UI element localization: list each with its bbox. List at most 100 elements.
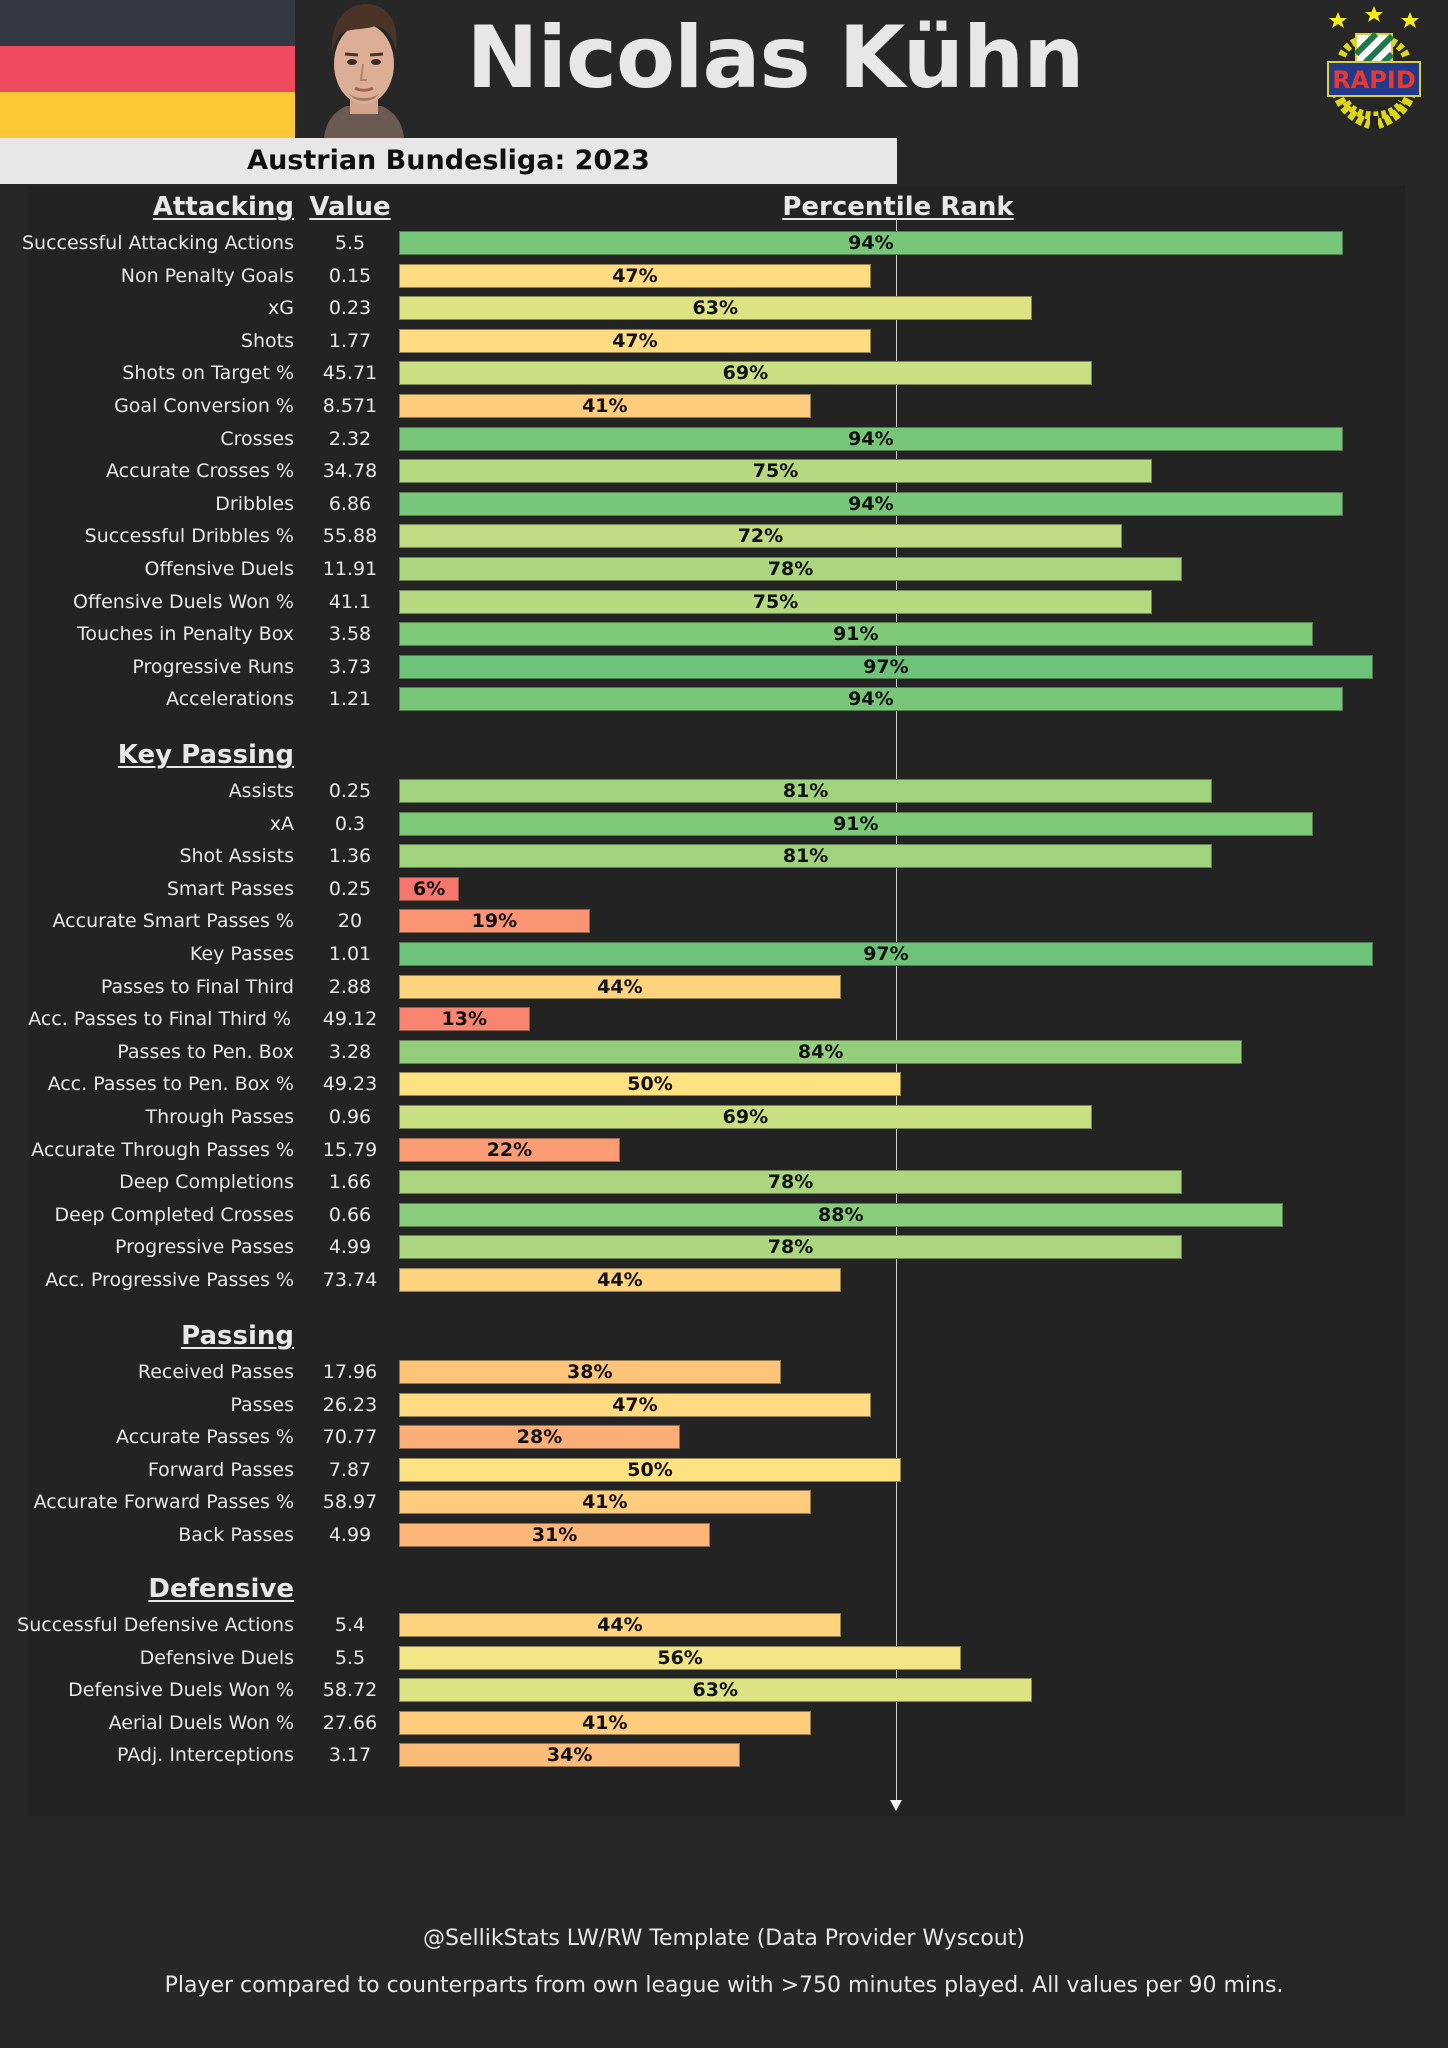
metric-value: 1.77 xyxy=(328,330,372,352)
metric-label: Defensive Duels Won % xyxy=(68,1679,294,1701)
percentile-label: 50% xyxy=(627,1073,673,1095)
metric-label: Goal Conversion % xyxy=(114,395,294,417)
metric-value: 1.36 xyxy=(328,845,372,867)
metric-value: 8.571 xyxy=(322,395,378,417)
percentile-label: 94% xyxy=(848,688,894,710)
metric-value: 2.32 xyxy=(328,428,372,450)
metric-value: 3.58 xyxy=(328,623,372,645)
percentile-label: 13% xyxy=(441,1008,487,1030)
percentile-label: 94% xyxy=(848,232,894,254)
percentile-label: 28% xyxy=(516,1426,563,1448)
percentile-bar xyxy=(399,1138,620,1162)
percentile-bar xyxy=(399,1072,901,1096)
metric-value: 3.28 xyxy=(328,1041,372,1063)
percentile-label: 84% xyxy=(797,1041,844,1063)
percentile-bar xyxy=(399,1105,1092,1129)
section-header-defensive: Defensive xyxy=(148,1574,294,1604)
percentile-label: 78% xyxy=(767,1236,814,1258)
percentile-bar xyxy=(399,1235,1183,1259)
percentile-bar xyxy=(399,687,1343,711)
metric-value: 49.23 xyxy=(322,1073,378,1095)
percentile-bar xyxy=(399,812,1313,836)
percentile-bar xyxy=(399,1360,781,1384)
metric-value: 45.71 xyxy=(322,362,378,384)
percentile-label: 44% xyxy=(597,976,643,998)
metric-label: Crosses xyxy=(220,428,294,450)
metric-label: Passes to Final Third xyxy=(100,976,294,998)
percentile-bar xyxy=(399,1711,811,1735)
percentile-bar xyxy=(399,264,871,288)
percentile-label: 41% xyxy=(582,1712,628,1734)
metric-value: 0.15 xyxy=(328,265,372,287)
metric-label: Progressive Runs xyxy=(132,656,294,678)
metric-label: Successful Attacking Actions xyxy=(21,232,294,254)
metric-label: Offensive Duels xyxy=(144,558,294,580)
metric-label: Accurate Crosses % xyxy=(106,460,294,482)
plot-area xyxy=(28,186,1405,1816)
percentile-bar xyxy=(399,1613,841,1637)
percentile-label: 97% xyxy=(863,943,909,965)
percentile-bar xyxy=(399,1170,1183,1194)
metric-label: Shot Assists xyxy=(179,845,294,867)
metric-value: 58.72 xyxy=(322,1679,378,1701)
metric-label: Non Penalty Goals xyxy=(120,265,294,287)
percentile-bar xyxy=(399,590,1152,614)
percentile-label: 47% xyxy=(612,265,658,287)
metric-value: 1.21 xyxy=(328,688,372,710)
metric-value: 41.1 xyxy=(328,591,372,613)
percentile-label: 63% xyxy=(692,297,738,319)
percentile-label: 34% xyxy=(546,1744,593,1766)
metric-label: Aerial Duels Won % xyxy=(108,1712,294,1734)
percentile-label: 81% xyxy=(782,780,829,802)
metric-value: 15.79 xyxy=(322,1139,378,1161)
percentile-bar xyxy=(399,779,1213,803)
percentile-bar xyxy=(399,231,1343,255)
germany-flag-icon xyxy=(0,0,295,138)
percentile-bar xyxy=(399,1523,711,1547)
metric-label: Offensive Duels Won % xyxy=(73,591,294,613)
metric-label: Acc. Progressive Passes % xyxy=(45,1269,294,1291)
flag-stripe-black xyxy=(0,0,295,46)
percentile-bar xyxy=(399,557,1183,581)
club-logo-text: RAPID xyxy=(1332,66,1416,94)
percentile-label: 94% xyxy=(848,493,894,515)
metric-label: Forward Passes xyxy=(147,1459,294,1481)
metric-label: Passes to Pen. Box xyxy=(117,1041,294,1063)
percentile-label: 97% xyxy=(863,656,909,678)
percentile-bar xyxy=(399,492,1343,516)
metric-label: PAdj. Interceptions xyxy=(117,1744,294,1766)
percentile-bar xyxy=(399,942,1373,966)
metric-label: xG xyxy=(268,297,294,319)
metric-label: Accurate Smart Passes % xyxy=(52,910,294,932)
percentile-bar xyxy=(399,1646,962,1670)
percentile-rank-header: Percentile Rank xyxy=(782,192,1014,222)
section-header-key-passing: Key Passing xyxy=(117,740,294,770)
metric-label: Successful Dribbles % xyxy=(84,525,294,547)
metric-label: Touches in Penalty Box xyxy=(76,623,294,645)
club-logo-icon: RAPID xyxy=(1326,4,1422,136)
metric-label: Acc. Passes to Final Third % xyxy=(28,1008,291,1030)
metric-value: 0.66 xyxy=(328,1204,372,1226)
metric-label: Shots on Target % xyxy=(122,362,294,384)
player-name: Nicolas Kühn xyxy=(466,8,1085,108)
metric-value: 49.12 xyxy=(322,1008,378,1030)
percentile-label: 91% xyxy=(833,813,879,835)
metric-label: Key Passes xyxy=(189,943,294,965)
metric-label: Deep Completed Crosses xyxy=(54,1204,294,1226)
percentile-bar xyxy=(399,622,1313,646)
percentile-bar xyxy=(399,975,841,999)
metric-value: 5.5 xyxy=(334,1647,366,1669)
percentile-label: 72% xyxy=(737,525,784,547)
percentile-bar xyxy=(399,844,1213,868)
metric-value: 0.25 xyxy=(328,780,372,802)
metric-label: Through Passes xyxy=(145,1106,294,1128)
percentile-bar xyxy=(399,1458,901,1482)
percentile-label: 47% xyxy=(612,1394,658,1416)
metric-value: 11.91 xyxy=(322,558,378,580)
percentile-bar xyxy=(399,1007,530,1031)
percentile-bar xyxy=(399,1490,811,1514)
percentile-label: 44% xyxy=(597,1269,643,1291)
median-reference-line xyxy=(895,218,897,1800)
percentile-label: 88% xyxy=(818,1204,864,1226)
percentile-label: 50% xyxy=(627,1459,673,1481)
